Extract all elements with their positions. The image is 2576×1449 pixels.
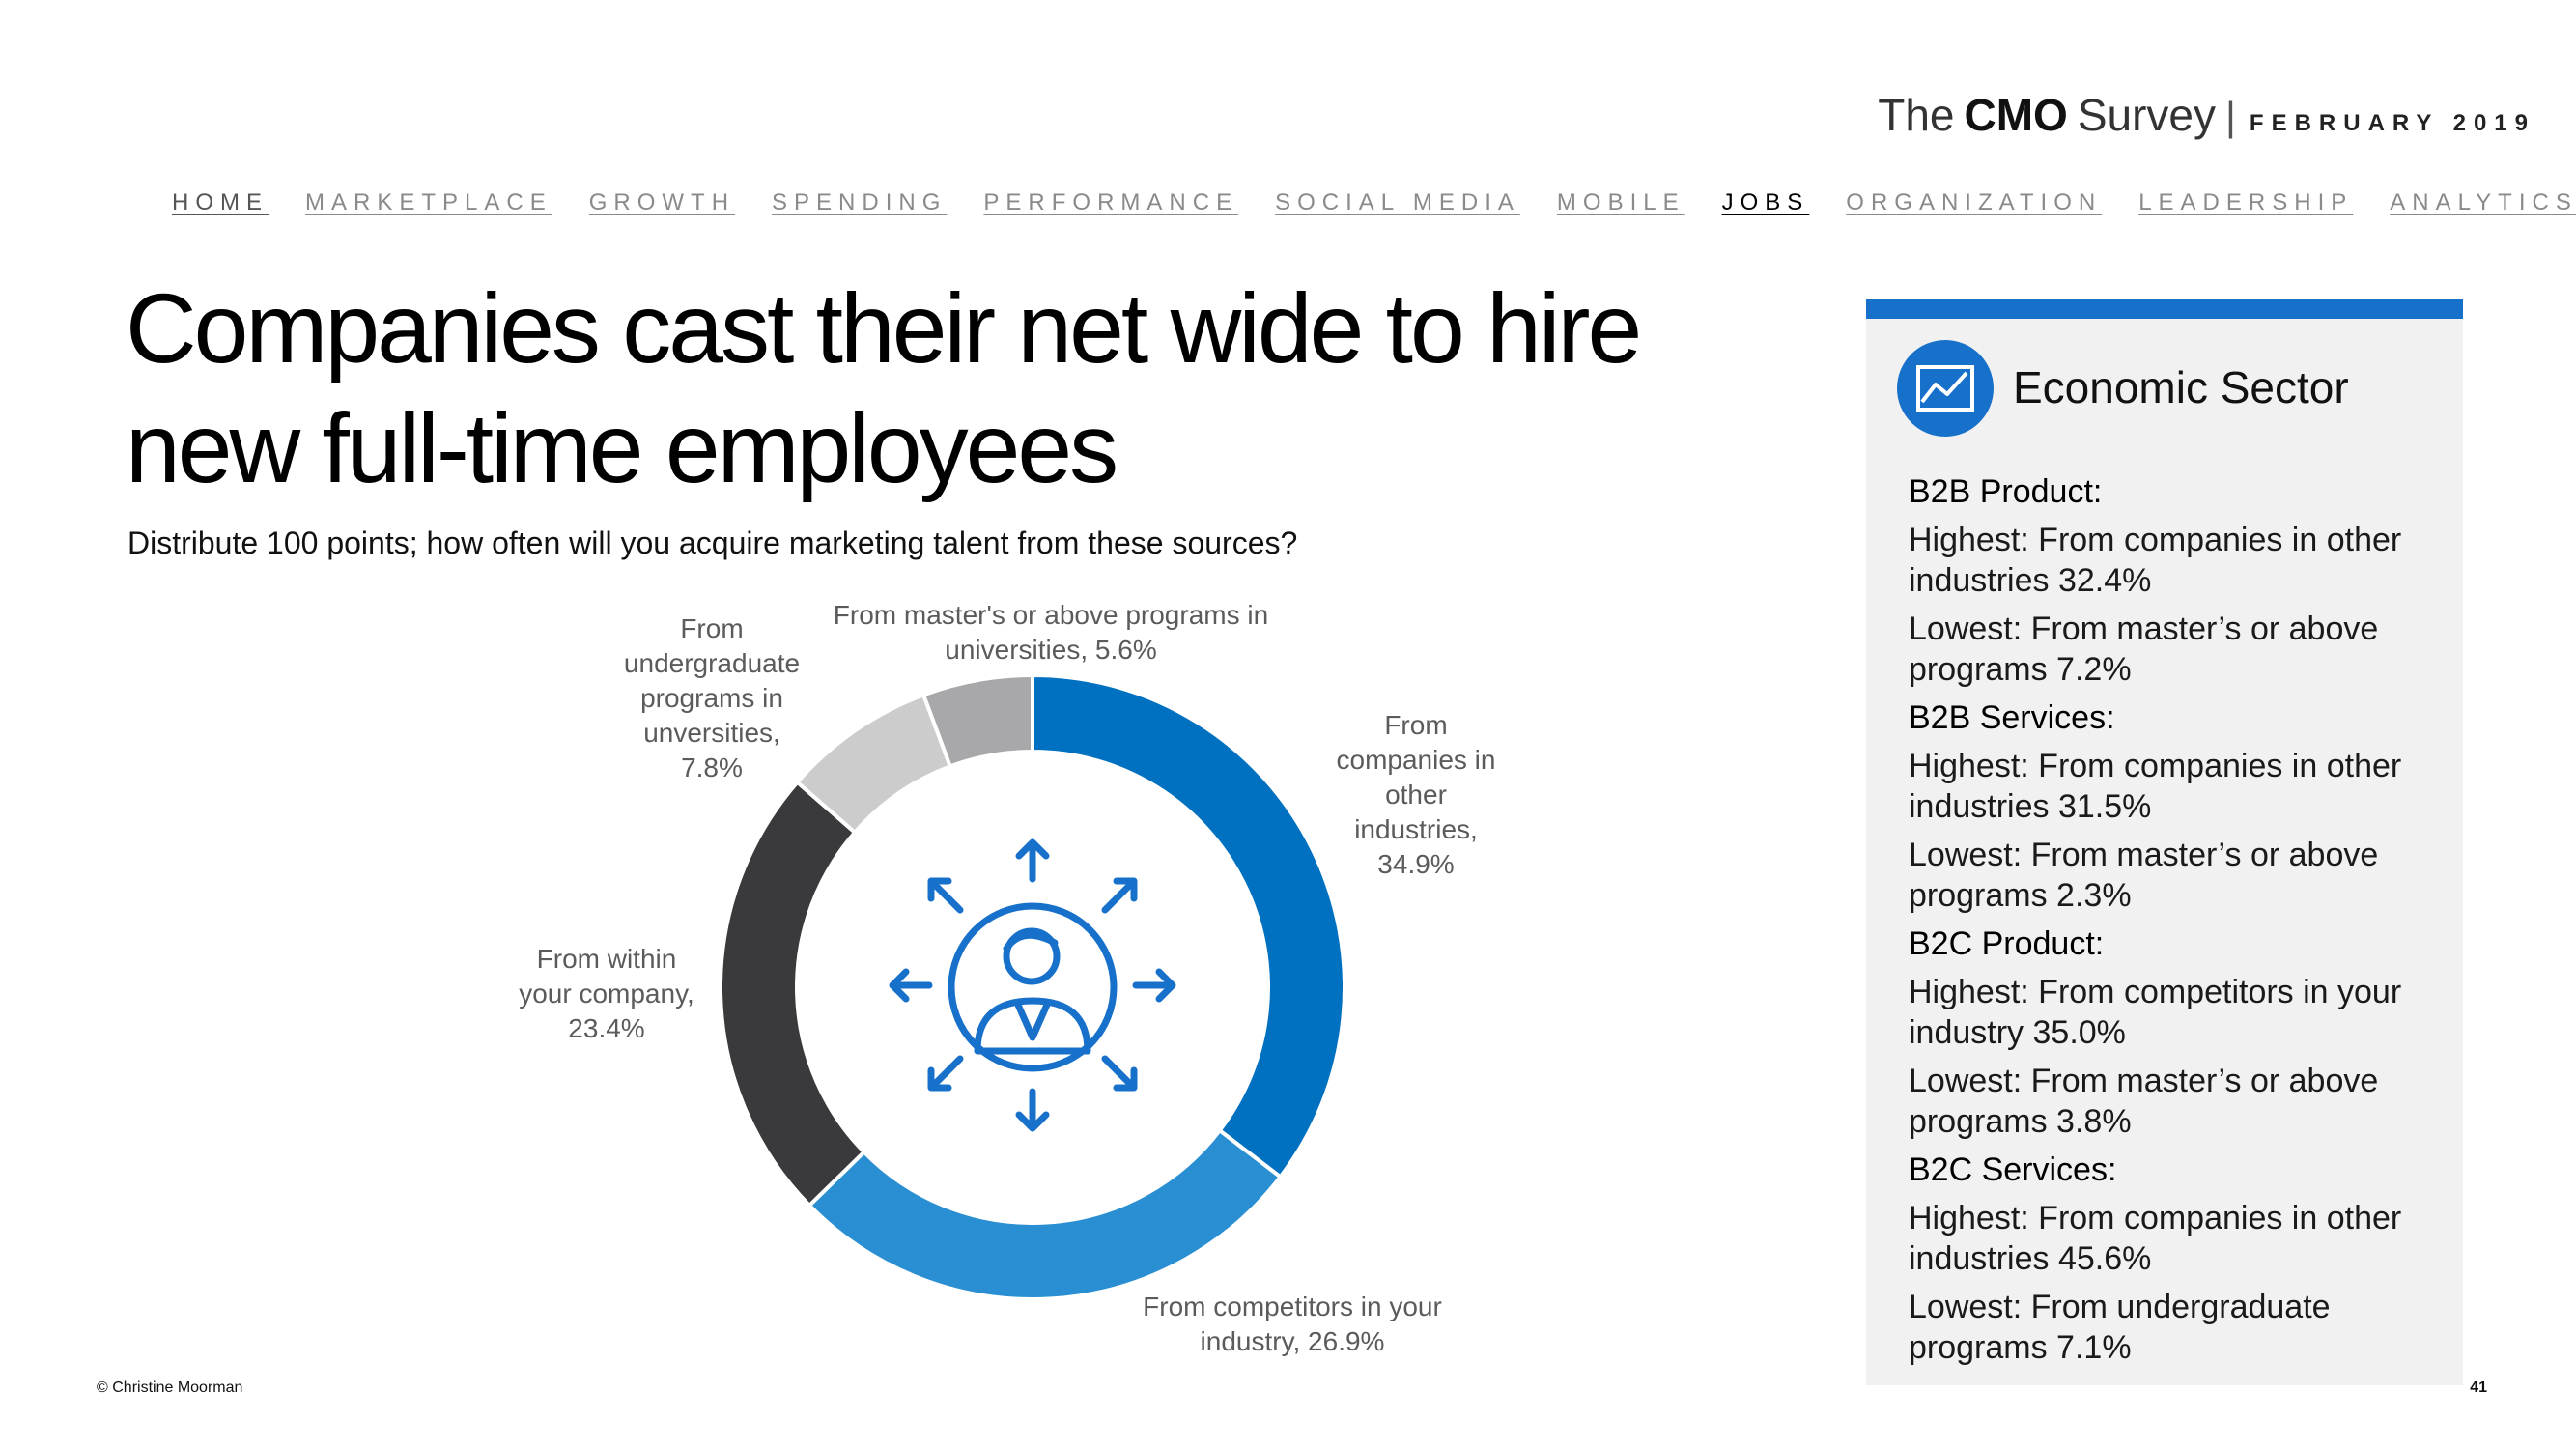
nav-item-jobs[interactable]: JOBS — [1721, 189, 1810, 215]
page-title: Companies cast their net wide to hire ne… — [126, 273, 1642, 503]
brand-logo: The CMO Survey | FEBRUARY 2019 — [1878, 89, 2535, 141]
donut-chart: From companies in other industries, 34.9% Fro… — [519, 600, 1496, 1356]
brand-separator: | — [2225, 94, 2236, 139]
nav-item-marketplace[interactable]: MARKETPLACE — [305, 189, 552, 215]
line-chart-icon — [1897, 340, 1994, 437]
sector-highest: Highest: From companies in other industr… — [1909, 522, 2402, 599]
nav-item-home[interactable]: HOME — [172, 189, 269, 215]
nav-item-spending[interactable]: SPENDING — [772, 189, 948, 215]
sector-lowest: Lowest: From master’s or above programs … — [1909, 837, 2379, 914]
nav-item-growth[interactable]: GROWTH — [588, 189, 736, 215]
sector-list: B2B Product: Highest: From companies in … — [1909, 471, 2449, 1376]
donut-slice-2 — [719, 779, 867, 1208]
nav-item-leadership[interactable]: LEADERSHIP — [2138, 189, 2354, 215]
section-nav: HOME MARKETPLACE GROWTH SPENDING PERFORM… — [172, 189, 2576, 216]
slice-label-0: From companies in other industries, 34.9% — [1337, 710, 1496, 879]
panel-title: Economic Sector — [2013, 362, 2349, 412]
slice-label-2: From within your company, 23.4% — [519, 944, 694, 1043]
economic-sector-panel: Economic Sector B2B Product: Highest: Fr… — [1866, 319, 2463, 1385]
panel-accent-bar — [1866, 299, 2463, 319]
brand-the: The — [1878, 90, 1955, 140]
sector-label-b2c-product: B2C Product: — [1909, 925, 2105, 962]
sector-highest: Highest: From companies in other industr… — [1909, 1200, 2402, 1277]
sector-lowest: Lowest: From undergraduate programs 7.1% — [1909, 1289, 2331, 1366]
person-arrows-outward-icon — [889, 838, 1176, 1132]
nav-item-organization[interactable]: ORGANIZATION — [1846, 189, 2103, 215]
sector-label-b2c-services: B2C Services: — [1909, 1151, 2117, 1188]
slice-label-4: From master's or above programs in univer… — [834, 600, 1268, 665]
sector-lowest: Lowest: From master’s or above programs … — [1909, 1063, 2379, 1140]
copyright-notice: © Christine Moorman — [97, 1379, 243, 1396]
sector-label-b2b-product: B2B Product: — [1909, 473, 2103, 510]
donut-slice-1 — [807, 1127, 1284, 1301]
nav-item-mobile[interactable]: MOBILE — [1556, 189, 1685, 215]
sector-label-b2b-services: B2B Services: — [1909, 699, 2115, 736]
nav-item-performance[interactable]: PERFORMANCE — [983, 189, 1239, 215]
donut-slice-4 — [920, 672, 1034, 769]
page-number: 41 — [2470, 1379, 2487, 1396]
nav-item-social-media[interactable]: SOCIAL MEDIA — [1275, 189, 1520, 215]
sector-lowest: Lowest: From master’s or above programs … — [1909, 611, 2379, 688]
sector-highest: Highest: From competitors in your indust… — [1909, 974, 2402, 1051]
page-subtitle: Distribute 100 points; how often will yo… — [127, 526, 1298, 560]
slice-label-1: From competitors in your industry, 26.9% — [1143, 1292, 1442, 1356]
report-date: FEBRUARY 2019 — [2249, 110, 2535, 136]
sector-highest: Highest: From companies in other industr… — [1909, 748, 2402, 825]
donut-slice-0 — [1031, 672, 1346, 1180]
slice-label-3: From undergraduate programs in unversities,… — [624, 613, 800, 782]
brand-cmo: CMO — [1964, 90, 2068, 140]
nav-item-analytics[interactable]: ANALYTICS — [2390, 189, 2576, 215]
brand-survey: Survey — [2077, 90, 2216, 140]
